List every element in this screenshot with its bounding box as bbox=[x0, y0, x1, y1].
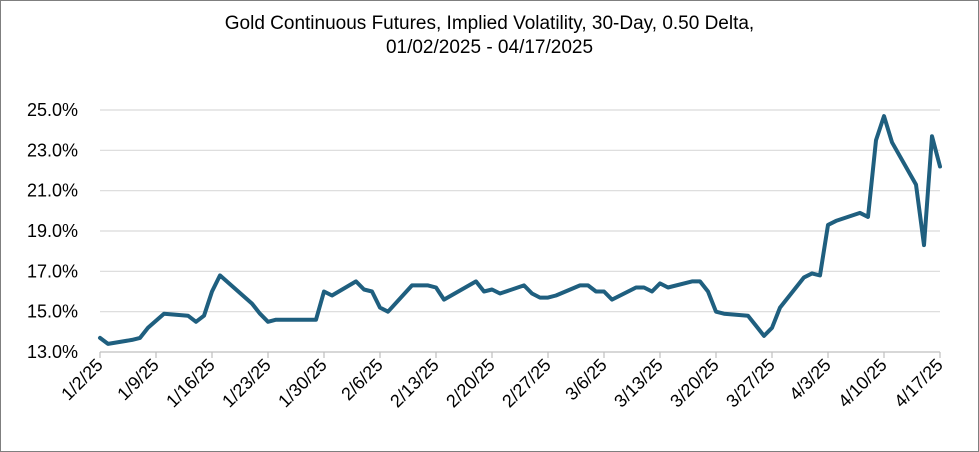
x-tick-label: 1/2/25 bbox=[57, 355, 107, 405]
chart-title: Gold Continuous Futures, Implied Volatil… bbox=[0, 12, 979, 60]
y-tick-label: 25.0% bbox=[27, 100, 78, 120]
y-tick-label: 19.0% bbox=[27, 221, 78, 241]
x-tick-label: 3/27/25 bbox=[722, 355, 779, 412]
y-tick-label: 21.0% bbox=[27, 181, 78, 201]
series-line bbox=[98, 114, 942, 346]
x-tick-label: 4/17/25 bbox=[890, 355, 947, 412]
y-tick-label: 13.0% bbox=[27, 342, 78, 362]
x-tick-label: 4/10/25 bbox=[834, 355, 891, 412]
x-tick-label: 3/20/25 bbox=[666, 355, 723, 412]
y-tick-label: 23.0% bbox=[27, 140, 78, 160]
x-axis-labels: 1/2/25 1/9/25 1/16/25 1/23/25 1/30/25 2/6/25 2… bbox=[57, 355, 947, 412]
x-tick-label: 3/6/25 bbox=[561, 355, 611, 405]
chart-title-line-2: 01/02/2025 - 04/17/2025 bbox=[385, 37, 594, 58]
x-tick-label: 2/20/25 bbox=[442, 355, 499, 412]
series-group bbox=[98, 114, 942, 346]
x-tick-label: 3/13/25 bbox=[610, 355, 667, 412]
y-tick-label: 15.0% bbox=[27, 302, 78, 322]
chart-title-line-1: Gold Continuous Futures, Implied Volatil… bbox=[224, 13, 755, 34]
x-tick-label: 2/13/25 bbox=[386, 355, 443, 412]
x-axis bbox=[99, 351, 941, 358]
x-tick-label: 1/16/25 bbox=[162, 355, 219, 412]
x-tick-label: 1/30/25 bbox=[274, 355, 331, 412]
y-axis-labels: 13.0% 15.0% 17.0% 19.0% 21.0% 23.0% 25.0% bbox=[27, 100, 78, 362]
y-tick-label: 17.0% bbox=[27, 261, 78, 281]
x-tick-label: 1/9/25 bbox=[113, 355, 163, 405]
x-tick-label: 2/27/25 bbox=[498, 355, 555, 412]
x-tick-label: 1/23/25 bbox=[218, 355, 275, 412]
gridlines bbox=[100, 109, 940, 313]
x-tick-label: 4/3/25 bbox=[785, 355, 835, 405]
x-tick-label: 2/6/25 bbox=[337, 355, 387, 405]
